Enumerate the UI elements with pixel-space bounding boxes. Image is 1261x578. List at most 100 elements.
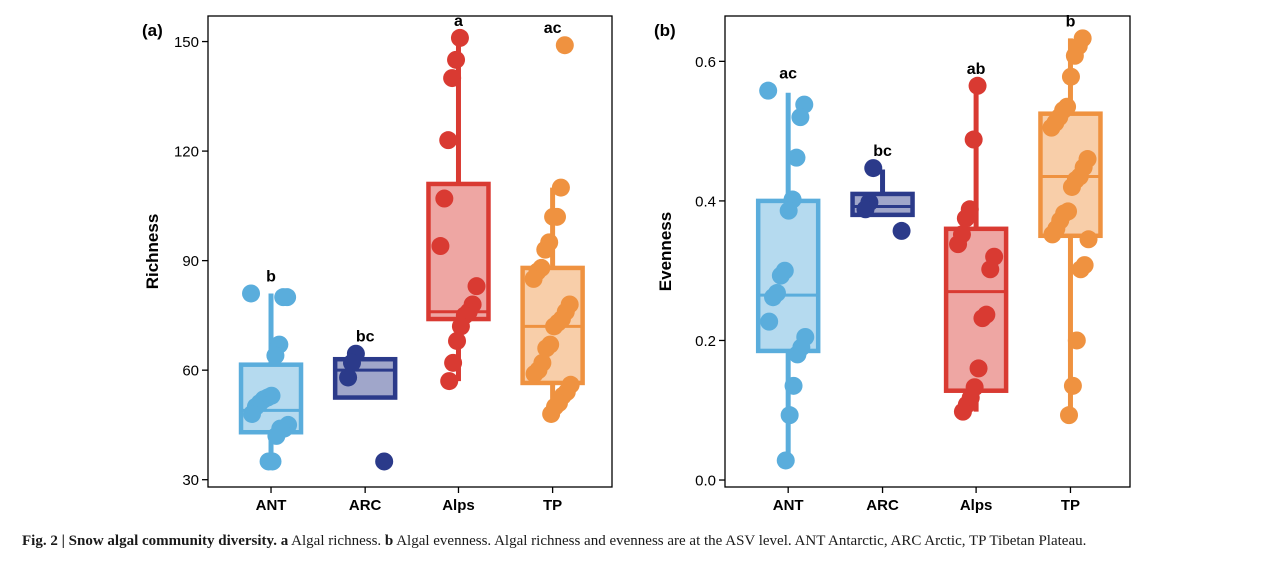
data-point <box>1042 118 1061 137</box>
data-point <box>537 339 556 358</box>
data-point <box>964 130 983 149</box>
data-point <box>545 317 564 336</box>
data-point <box>788 345 807 364</box>
data-point <box>784 376 803 395</box>
y-tick-label: 0.0 <box>695 473 716 490</box>
data-point <box>760 312 779 331</box>
data-point <box>1079 230 1098 249</box>
data-point <box>342 353 361 372</box>
y-tick-label: 0.4 <box>695 193 716 210</box>
data-point <box>953 402 972 421</box>
data-point <box>956 209 975 228</box>
y-tick-label: 0.2 <box>695 333 716 350</box>
x-tick-label: ARC <box>866 497 899 514</box>
significance-letter: ab <box>967 61 986 78</box>
y-tick-label: 150 <box>174 34 199 51</box>
data-point <box>525 364 544 383</box>
y-axis-label: Evenness <box>656 212 675 291</box>
y-tick-label: 60 <box>182 363 199 380</box>
data-point <box>274 288 293 307</box>
data-point <box>856 200 875 219</box>
y-tick-label: 30 <box>182 472 199 489</box>
figure-caption: Fig. 2 | Snow algal community diversity.… <box>22 531 1254 551</box>
data-point <box>787 148 806 167</box>
panel-b-evenness: (b) Evenness 0.0 0.2 0.4 0.6 ANT ac ARC bc Alps ab T… <box>654 13 1131 514</box>
data-point <box>764 288 783 307</box>
data-point <box>1063 376 1082 395</box>
data-point <box>542 404 561 423</box>
x-tick-label: ANT <box>773 497 804 514</box>
data-point <box>1067 331 1086 350</box>
x-tick-label: ARC <box>349 497 382 514</box>
data-point <box>759 81 778 100</box>
data-point <box>447 50 466 69</box>
data-point <box>973 309 992 328</box>
x-tick-label: ANT <box>256 497 287 514</box>
data-point <box>439 131 458 150</box>
data-point <box>776 451 795 470</box>
data-point <box>1060 406 1079 425</box>
data-point <box>267 426 286 445</box>
significance-letter: b <box>1066 13 1076 30</box>
data-point <box>375 452 394 471</box>
y-tick-label: 120 <box>174 144 199 161</box>
data-point <box>536 240 555 259</box>
data-point <box>1071 260 1090 279</box>
data-point <box>1065 46 1084 65</box>
data-point <box>266 346 285 365</box>
data-point <box>779 201 798 220</box>
data-point <box>1062 177 1081 196</box>
data-point <box>524 269 543 288</box>
data-point <box>555 36 574 55</box>
caption-part-a-text: Algal richness. <box>291 533 382 549</box>
data-point <box>892 221 911 240</box>
panel-label: (b) <box>654 21 676 40</box>
caption-part-b-text: Algal evenness. Algal richness and evenn… <box>396 533 1087 549</box>
y-tick-label: 90 <box>182 253 199 270</box>
data-point <box>981 260 1000 279</box>
data-point <box>969 359 988 378</box>
significance-letter: a <box>454 13 463 30</box>
caption-part-b-label: b <box>384 533 394 549</box>
figure: (a) Richness 30 60 90 120 150 ANT b ARC bc Alps a TP a… <box>142 13 1131 514</box>
data-point <box>949 235 968 254</box>
x-tick-label: Alps <box>960 497 993 514</box>
data-point <box>444 353 463 372</box>
caption-part-a-label: a <box>280 533 289 549</box>
significance-letter: b <box>266 268 276 285</box>
data-point <box>1043 225 1062 244</box>
data-point <box>339 368 358 387</box>
data-point <box>443 69 462 88</box>
x-tick-label: Alps <box>442 497 475 514</box>
data-point <box>544 207 563 226</box>
significance-letter: bc <box>356 329 375 346</box>
data-point <box>448 331 467 350</box>
y-axis-label: Richness <box>143 214 162 290</box>
data-point <box>259 452 278 471</box>
y-tick-label: 0.6 <box>695 54 716 71</box>
data-point <box>242 404 261 423</box>
significance-letter: ac <box>779 66 797 83</box>
data-point <box>1061 67 1080 86</box>
data-point <box>450 28 469 47</box>
panel-a-richness: (a) Richness 30 60 90 120 150 ANT b ARC bc Alps a TP a… <box>142 13 613 514</box>
data-point <box>440 372 459 391</box>
data-point <box>968 76 987 95</box>
caption-figure-label: Fig. 2 | Snow algal community diversity. <box>22 533 277 549</box>
data-point <box>791 108 810 127</box>
significance-letter: ac <box>544 20 562 37</box>
data-point <box>780 406 799 425</box>
plot-frame <box>207 15 613 488</box>
x-tick-label: TP <box>543 497 562 514</box>
significance-letter: bc <box>873 143 892 160</box>
data-point <box>551 178 570 197</box>
plot-frame <box>724 15 1131 488</box>
data-point <box>467 277 486 296</box>
data-point <box>451 317 470 336</box>
data-point <box>242 284 261 303</box>
data-point <box>864 159 883 178</box>
panel-label: (a) <box>142 21 163 40</box>
data-point <box>431 237 450 256</box>
x-tick-label: TP <box>1061 497 1080 514</box>
data-point <box>771 266 790 285</box>
